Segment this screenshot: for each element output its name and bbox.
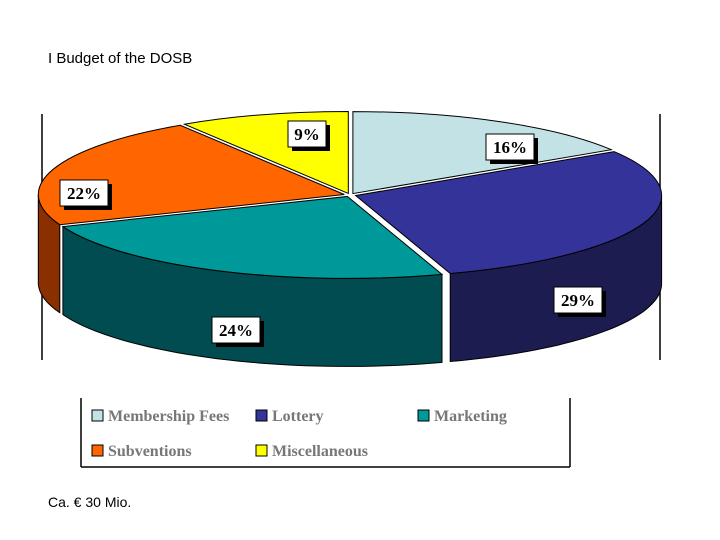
data-label-text: 16% — [493, 138, 527, 157]
legend-item-miscellaneous: Miscellaneous — [255, 443, 368, 460]
data-label-marketing: 24% — [211, 316, 264, 347]
legend-swatch — [417, 409, 430, 422]
pie-top-faces — [37, 110, 663, 279]
legend-item-lottery: Lottery — [255, 408, 324, 425]
legend-item-marketing: Marketing — [417, 408, 507, 425]
legend-label: Miscellaneous — [272, 443, 368, 460]
data-label-miscellaneous: 9% — [287, 120, 330, 151]
data-label-box — [485, 133, 535, 161]
pie-data-labels: 16% 29% 24% 22% 9% — [59, 120, 606, 347]
legend-swatch — [91, 409, 104, 422]
legend-swatch — [255, 409, 268, 422]
data-label-text: 9% — [294, 125, 320, 144]
chart-legend: Membership Fees Lottery Marketing Subventio… — [80, 398, 571, 468]
page-title: I Budget of the DOSB — [48, 50, 193, 67]
data-label-box — [59, 179, 109, 207]
legend-swatch — [255, 444, 268, 457]
data-label-subventions: 22% — [59, 179, 112, 210]
data-label-text: 22% — [67, 184, 101, 203]
data-label-text: 24% — [219, 321, 253, 340]
legend-label: Subventions — [108, 443, 192, 460]
pie-slice-subventions — [37, 124, 345, 226]
data-label-text: 29% — [561, 291, 595, 310]
legend-label: Marketing — [434, 408, 507, 425]
pie-slice-lottery — [354, 151, 663, 275]
data-label-lottery: 29% — [553, 286, 606, 317]
data-label-membership-fees: 16% — [485, 133, 538, 164]
legend-label: Membership Fees — [108, 408, 229, 425]
data-label-box — [553, 286, 603, 314]
data-label-box — [211, 316, 261, 344]
legend-label: Lottery — [272, 408, 324, 425]
pie-slice-marketing — [61, 195, 444, 279]
data-label-box — [287, 120, 327, 148]
legend-item-membership-fees: Membership Fees — [91, 408, 229, 425]
pie-side-walls — [37, 194, 663, 367]
budget-total-note: Ca. € 30 Mio. — [48, 494, 132, 510]
pie-slice-membership-fees — [352, 111, 614, 195]
legend-swatch — [91, 444, 104, 457]
legend-item-subventions: Subventions — [91, 443, 192, 460]
